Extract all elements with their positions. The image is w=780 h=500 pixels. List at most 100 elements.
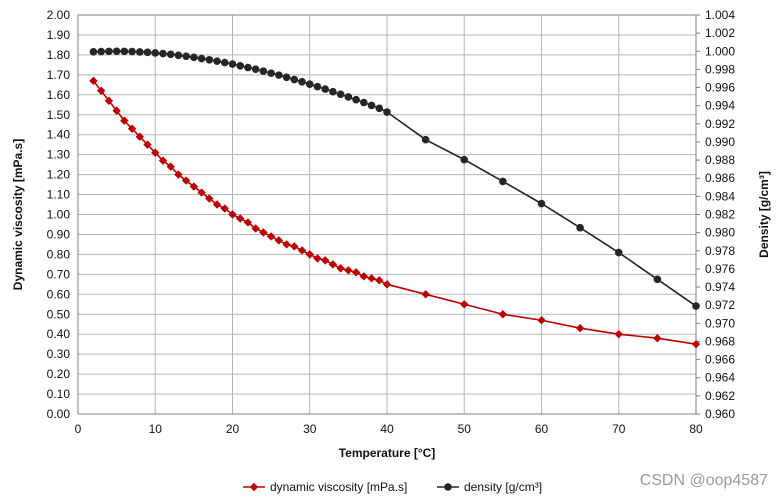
- data-point-circle: [367, 101, 376, 110]
- data-point-circle: [182, 52, 190, 61]
- data-point-diamond: [498, 310, 508, 319]
- y-right-tick-label: 0.976: [705, 262, 735, 276]
- data-point-diamond: [297, 246, 307, 255]
- data-point-diamond: [421, 290, 430, 299]
- y-left-tick-label: 0.70: [47, 267, 71, 281]
- y-right-tick-label: 0.960: [705, 407, 735, 421]
- data-point-diamond: [143, 140, 152, 149]
- y-left-tick-label: 0.90: [47, 227, 71, 241]
- x-tick-label: 70: [612, 422, 626, 436]
- data-point-circle: [421, 135, 430, 144]
- data-point-diamond: [274, 236, 284, 245]
- data-point-diamond: [228, 210, 237, 219]
- data-point-circle: [344, 93, 353, 101]
- data-point-circle: [282, 73, 291, 82]
- y-left-tick-label: 0.30: [47, 347, 71, 361]
- data-point-circle: [159, 49, 167, 58]
- data-point-diamond: [537, 316, 546, 325]
- data-point-circle: [329, 87, 337, 96]
- y-right-tick-label: 1.002: [705, 26, 735, 40]
- data-point-circle: [298, 78, 306, 86]
- data-point-diamond: [212, 200, 222, 209]
- y-right-tick-label: 0.986: [705, 171, 735, 185]
- legend-item: dynamic viscosity [mPa.s]: [243, 480, 407, 494]
- y-left-tick-label: 1.60: [47, 88, 71, 102]
- y-right-tick-label: 1.004: [705, 8, 735, 22]
- y-right-tick-label: 0.964: [705, 371, 735, 385]
- data-point-diamond: [321, 256, 330, 265]
- watermark-text: CSDN @oop4587: [639, 472, 768, 489]
- grid: [77, 14, 697, 415]
- data-point-circle: [128, 47, 136, 56]
- data-point-circle: [313, 82, 322, 91]
- data-point-circle: [89, 48, 98, 56]
- legend-label: dynamic viscosity [mPa.s]: [270, 480, 407, 494]
- data-point-circle: [290, 75, 299, 84]
- data-point-diamond: [336, 264, 345, 273]
- data-point-diamond: [89, 76, 98, 86]
- data-point-circle: [220, 58, 229, 67]
- data-point-circle: [576, 223, 584, 232]
- legend-marker-diamond: [249, 482, 259, 492]
- data-point-diamond: [575, 324, 585, 333]
- y-axis-right-title: Density [g/cm³]: [757, 171, 771, 258]
- data-point-diamond: [351, 268, 361, 277]
- data-point-circle: [614, 248, 623, 257]
- data-point-diamond: [197, 188, 206, 197]
- data-point-circle: [360, 98, 368, 107]
- data-point-circle: [275, 71, 283, 79]
- data-point-diamond: [205, 194, 214, 203]
- y-axis-left-title: Dynamic viscosity [mPa.s]: [11, 139, 25, 290]
- data-point-diamond: [236, 214, 245, 223]
- data-point-circle: [97, 47, 105, 56]
- data-point-circle: [166, 50, 175, 59]
- data-point-circle: [653, 275, 662, 284]
- legend-item: density [g/cm³]: [437, 480, 542, 494]
- data-point-diamond: [367, 274, 376, 283]
- data-point-diamond: [460, 300, 469, 309]
- y-right-tick-label: 0.992: [705, 117, 735, 131]
- y-right-tick-label: 0.996: [705, 81, 735, 95]
- data-point-circle: [321, 85, 330, 93]
- data-point-circle: [499, 177, 507, 186]
- data-point-circle: [460, 155, 469, 164]
- data-point-circle: [105, 47, 113, 56]
- data-point-circle: [244, 63, 252, 72]
- x-tick-label: 30: [303, 422, 317, 436]
- tick-labels: 0.00 0.10 0.20 0.30 0.40 0.50 0.60 0.70 0.80 0.90…: [47, 8, 736, 436]
- x-tick-label: 60: [535, 422, 549, 436]
- y-right-tick-label: 0.966: [705, 353, 735, 367]
- y-right-tick-label: 0.998: [705, 62, 735, 76]
- data-point-diamond: [174, 170, 183, 179]
- y-right-tick-label: 1.000: [705, 44, 735, 58]
- data-point-circle: [305, 80, 314, 88]
- plot-frame: [77, 14, 697, 415]
- y-left-tick-label: 1.80: [47, 48, 71, 62]
- data-point-circle: [537, 199, 546, 208]
- data-point-circle: [120, 47, 129, 56]
- x-tick-label: 0: [75, 422, 82, 436]
- y-right-tick-label: 0.994: [705, 99, 735, 113]
- x-tick-label: 80: [689, 422, 703, 436]
- data-point-diamond: [313, 254, 322, 263]
- data-point-diamond: [328, 260, 338, 269]
- data-point-diamond: [220, 204, 229, 213]
- data-point-circle: [336, 90, 345, 99]
- data-point-diamond: [691, 339, 701, 349]
- y-right-tick-label: 0.980: [705, 226, 735, 240]
- y-left-tick-label: 2.00: [47, 8, 71, 22]
- series-viscosity: [89, 76, 701, 349]
- data-point-diamond: [112, 106, 121, 115]
- data-point-diamond: [166, 162, 175, 171]
- data-point-diamond: [382, 280, 392, 289]
- data-point-circle: [143, 48, 152, 57]
- data-point-diamond: [189, 182, 199, 191]
- y-left-tick-label: 0.20: [47, 367, 71, 381]
- series-density: [89, 47, 700, 310]
- y-left-tick-label: 1.70: [47, 68, 71, 82]
- y-right-tick-label: 0.984: [705, 189, 735, 203]
- data-point-diamond: [127, 124, 137, 133]
- x-tick-label: 20: [226, 422, 240, 436]
- y-left-tick-label: 0.60: [47, 287, 71, 301]
